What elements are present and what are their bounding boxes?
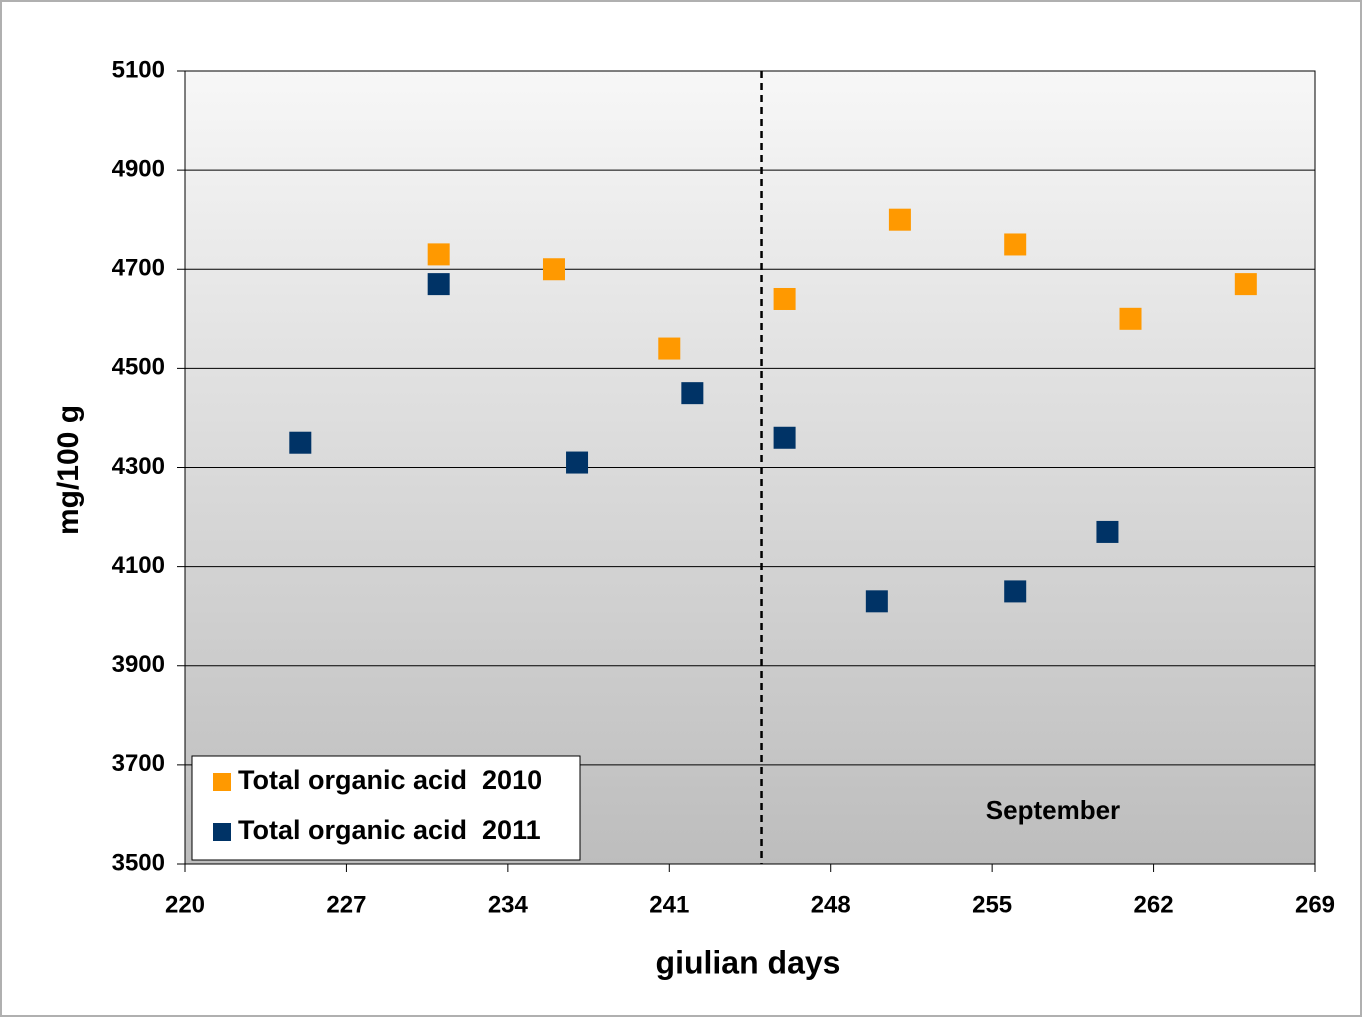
x-tick-label: 255 [972,891,1012,918]
point [1234,273,1257,296]
y-tick-label: 4500 [112,354,165,381]
legend-swatch [213,823,231,841]
point [658,337,681,360]
point [1119,307,1142,330]
y-axis-label: mg/100 g [52,405,85,535]
y-tick-label: 3700 [112,750,165,777]
point [289,431,312,454]
legend-swatch [213,773,231,791]
point [566,451,589,474]
point [1004,233,1027,256]
y-tick-label: 4700 [112,255,165,282]
point [773,287,796,310]
y-tick-label: 3500 [112,849,165,876]
point [773,426,796,449]
point [427,273,450,296]
y-tick-label: 4900 [112,155,165,182]
x-axis-label: giulian days [656,944,841,980]
y-tick-label: 3900 [112,651,165,678]
x-tick-label: 269 [1295,891,1335,918]
legend-label: Total organic acid 2011 [238,815,541,845]
y-tick-label: 4300 [112,453,165,480]
x-tick-label: 227 [326,891,366,918]
x-tick-label: 262 [1134,891,1174,918]
x-tick-label: 234 [488,891,529,918]
point [1004,580,1027,603]
point [888,208,911,231]
point [865,590,888,613]
annotation: September [986,795,1120,825]
x-tick-label: 241 [649,891,689,918]
x-tick-label: 220 [165,891,205,918]
legend-label: Total organic acid 2010 [238,765,542,795]
y-tick-label: 5100 [112,56,165,83]
point [681,382,704,405]
y-tick-label: 4100 [112,552,165,579]
x-tick-label: 248 [811,891,851,918]
legend-box [191,755,581,861]
point [542,258,565,281]
point [427,243,450,266]
point [1096,520,1119,543]
